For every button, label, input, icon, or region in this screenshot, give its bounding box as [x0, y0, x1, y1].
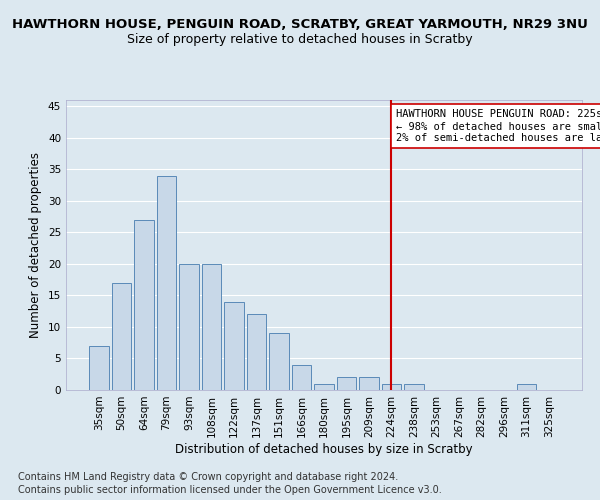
Text: HAWTHORN HOUSE PENGUIN ROAD: 225sqm
← 98% of detached houses are smaller (169)
2: HAWTHORN HOUSE PENGUIN ROAD: 225sqm ← 98… — [396, 110, 600, 142]
Text: Contains public sector information licensed under the Open Government Licence v3: Contains public sector information licen… — [18, 485, 442, 495]
Bar — [314, 384, 334, 390]
Bar — [179, 264, 199, 390]
Bar — [269, 334, 289, 390]
Bar — [382, 384, 401, 390]
Bar — [112, 283, 131, 390]
Bar — [517, 384, 536, 390]
Bar — [89, 346, 109, 390]
Bar — [337, 378, 356, 390]
Bar — [247, 314, 266, 390]
Text: Size of property relative to detached houses in Scratby: Size of property relative to detached ho… — [127, 32, 473, 46]
Bar — [224, 302, 244, 390]
Bar — [404, 384, 424, 390]
Bar — [292, 365, 311, 390]
Bar — [157, 176, 176, 390]
Y-axis label: Number of detached properties: Number of detached properties — [29, 152, 43, 338]
Text: Contains HM Land Registry data © Crown copyright and database right 2024.: Contains HM Land Registry data © Crown c… — [18, 472, 398, 482]
X-axis label: Distribution of detached houses by size in Scratby: Distribution of detached houses by size … — [175, 442, 473, 456]
Bar — [134, 220, 154, 390]
Bar — [202, 264, 221, 390]
Bar — [359, 378, 379, 390]
Text: HAWTHORN HOUSE, PENGUIN ROAD, SCRATBY, GREAT YARMOUTH, NR29 3NU: HAWTHORN HOUSE, PENGUIN ROAD, SCRATBY, G… — [12, 18, 588, 30]
